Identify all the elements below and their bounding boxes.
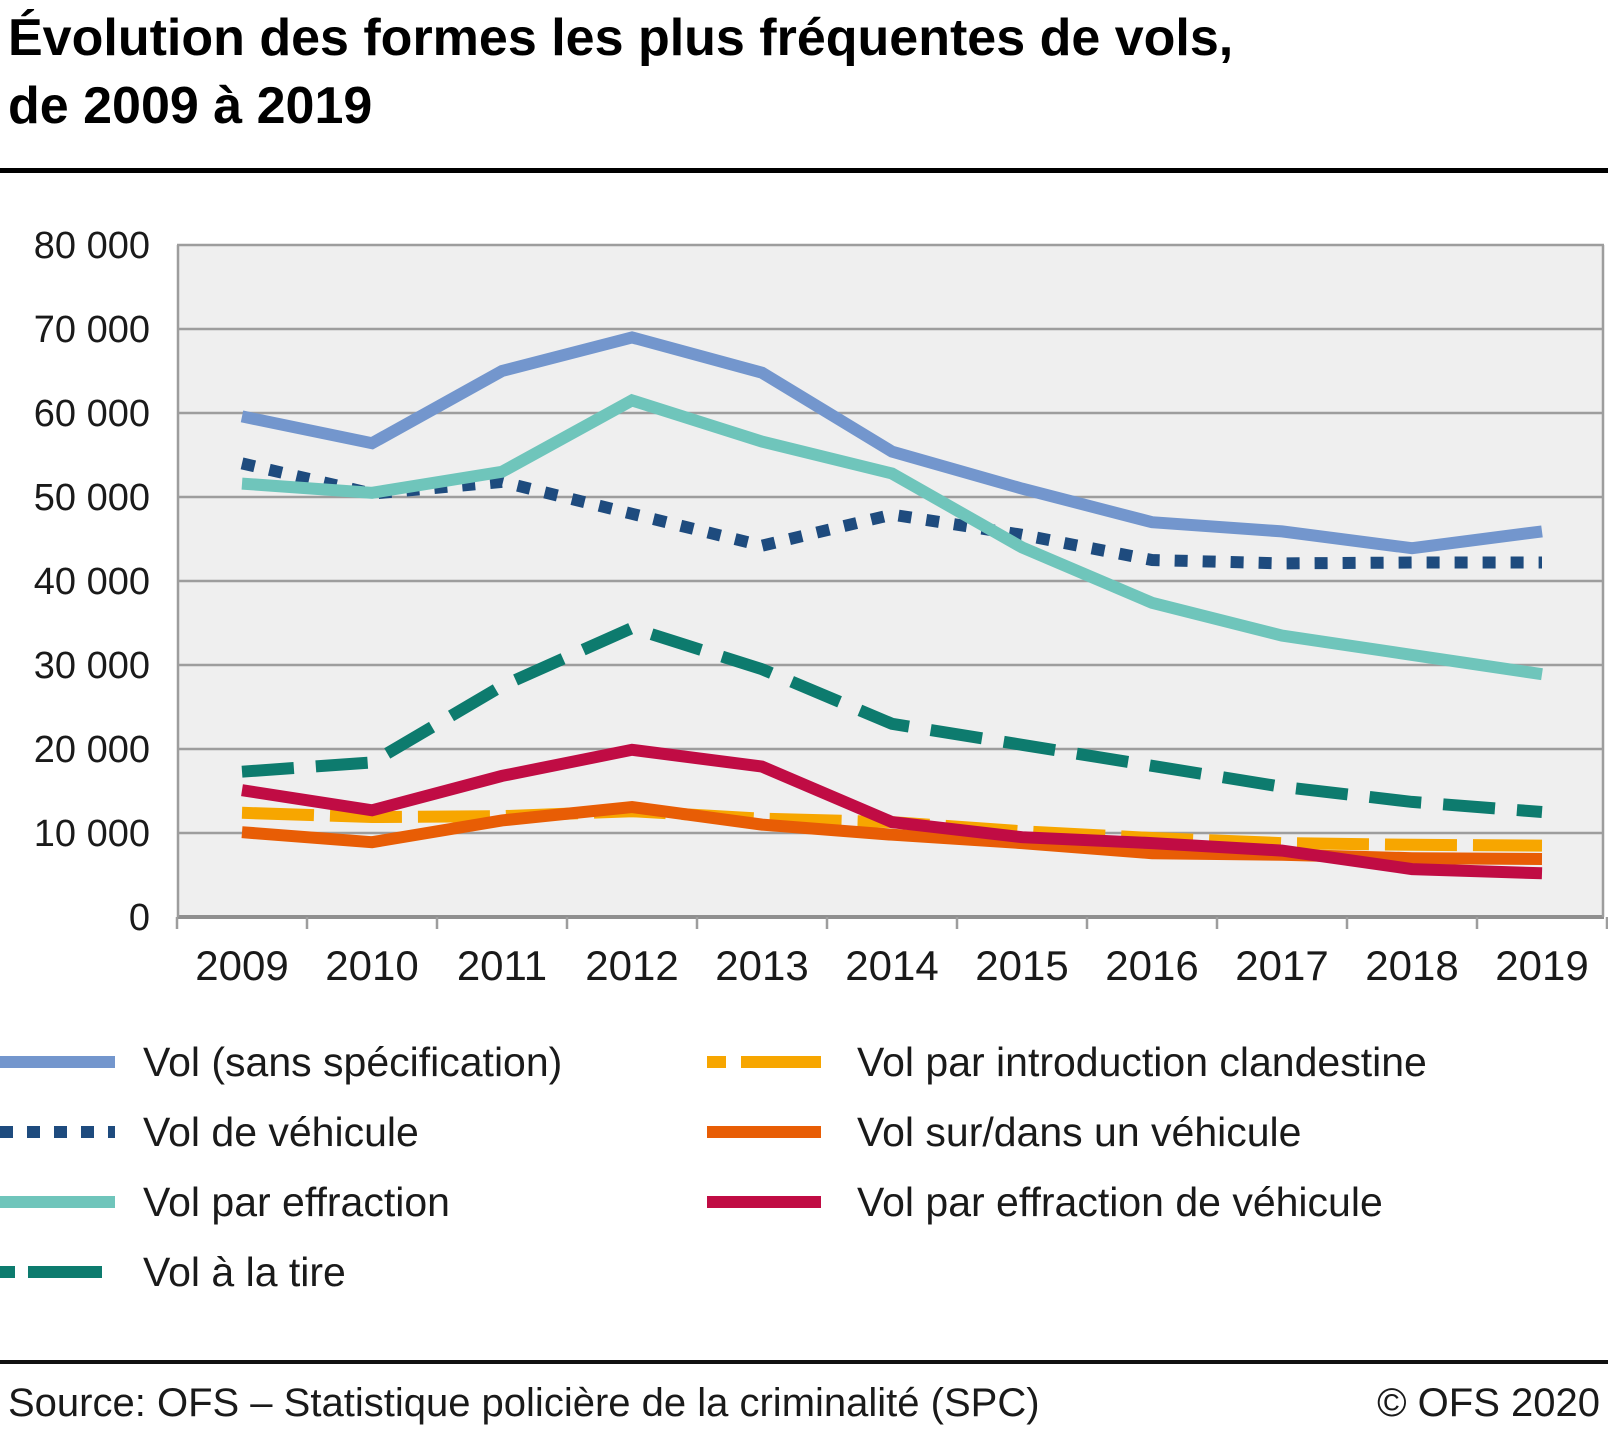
- legend-item: Vol par effraction: [0, 1178, 450, 1226]
- footer: Source: OFS – Statistique policière de l…: [0, 1378, 1608, 1428]
- y-tick-label: 20 000: [34, 729, 150, 771]
- x-tick-label: 2019: [1495, 942, 1588, 989]
- y-tick-label: 0: [129, 897, 150, 939]
- legend-swatch-icon: [707, 1056, 821, 1068]
- legend-label: Vol à la tire: [143, 1248, 346, 1295]
- y-tick-label: 70 000: [34, 309, 150, 351]
- legend-swatch-icon: [707, 1196, 821, 1208]
- legend-item: Vol à la tire: [0, 1248, 346, 1296]
- legend-label: Vol (sans spécification): [143, 1038, 563, 1085]
- y-tick-label: 30 000: [34, 645, 150, 687]
- legend-item: Vol par introduction clandestine: [707, 1038, 1427, 1086]
- series-line: [241, 621, 1543, 818]
- legend-label: Vol par effraction: [143, 1178, 450, 1225]
- y-tick-label: 50 000: [34, 477, 150, 519]
- line-chart: 0 10 000 20 000 30 000 40 000 50 000 60 000 70 …: [34, 225, 1608, 989]
- page-title-line2: de 2009 à 2019: [8, 77, 373, 135]
- source-text: Source: OFS – Statistique policière de l…: [8, 1380, 1040, 1425]
- y-tick-label: 10 000: [34, 813, 150, 855]
- y-tick-label: 40 000: [34, 561, 150, 603]
- y-tick-label: 80 000: [34, 225, 150, 267]
- legend-item: Vol par effraction de véhicule: [707, 1178, 1383, 1226]
- x-tick-label: 2010: [325, 942, 418, 989]
- series-line: [241, 393, 1543, 681]
- legend-item: Vol de véhicule: [0, 1108, 419, 1156]
- series-line: [241, 743, 1543, 880]
- copyright-text: © OFS 2020: [1377, 1380, 1600, 1425]
- legend-item: Vol sur/dans un véhicule: [707, 1108, 1301, 1156]
- legend-swatch-icon: [0, 1056, 115, 1068]
- legend-label: Vol par introduction clandestine: [857, 1038, 1427, 1085]
- legend-swatch-icon: [0, 1266, 115, 1278]
- x-tick-label: 2018: [1365, 942, 1458, 989]
- x-tick-label: 2016: [1105, 942, 1198, 989]
- legend-label: Vol sur/dans un véhicule: [857, 1108, 1302, 1155]
- legend-swatch-icon: [0, 1126, 115, 1138]
- x-tick-label: 2014: [845, 942, 938, 989]
- x-tick-label: 2012: [585, 942, 678, 989]
- title-divider: [0, 168, 1608, 173]
- legend-label: Vol par effraction de véhicule: [857, 1178, 1383, 1225]
- x-tick-label: 2017: [1235, 942, 1328, 989]
- x-tick-label: 2013: [715, 942, 808, 989]
- legend-item: Vol (sans spécification): [0, 1038, 562, 1086]
- footer-divider: [0, 1360, 1608, 1364]
- legend-swatch-icon: [707, 1126, 821, 1138]
- x-tick-label: 2009: [195, 942, 288, 989]
- legend-swatch-icon: [0, 1196, 115, 1208]
- y-tick-label: 60 000: [34, 393, 150, 435]
- series-line: [240, 331, 1543, 555]
- page-title-line1: Évolution des formes les plus fréquentes…: [8, 9, 1234, 67]
- series-line: [240, 457, 1542, 570]
- x-tick-label: 2015: [975, 942, 1068, 989]
- page-title: Évolution des formes les plus fréquentes…: [8, 4, 1568, 140]
- legend-label: Vol de véhicule: [143, 1108, 419, 1155]
- x-tick-label: 2011: [457, 942, 547, 989]
- chart-legend: Vol (sans spécification) Vol de véhicule V…: [0, 1038, 1427, 1296]
